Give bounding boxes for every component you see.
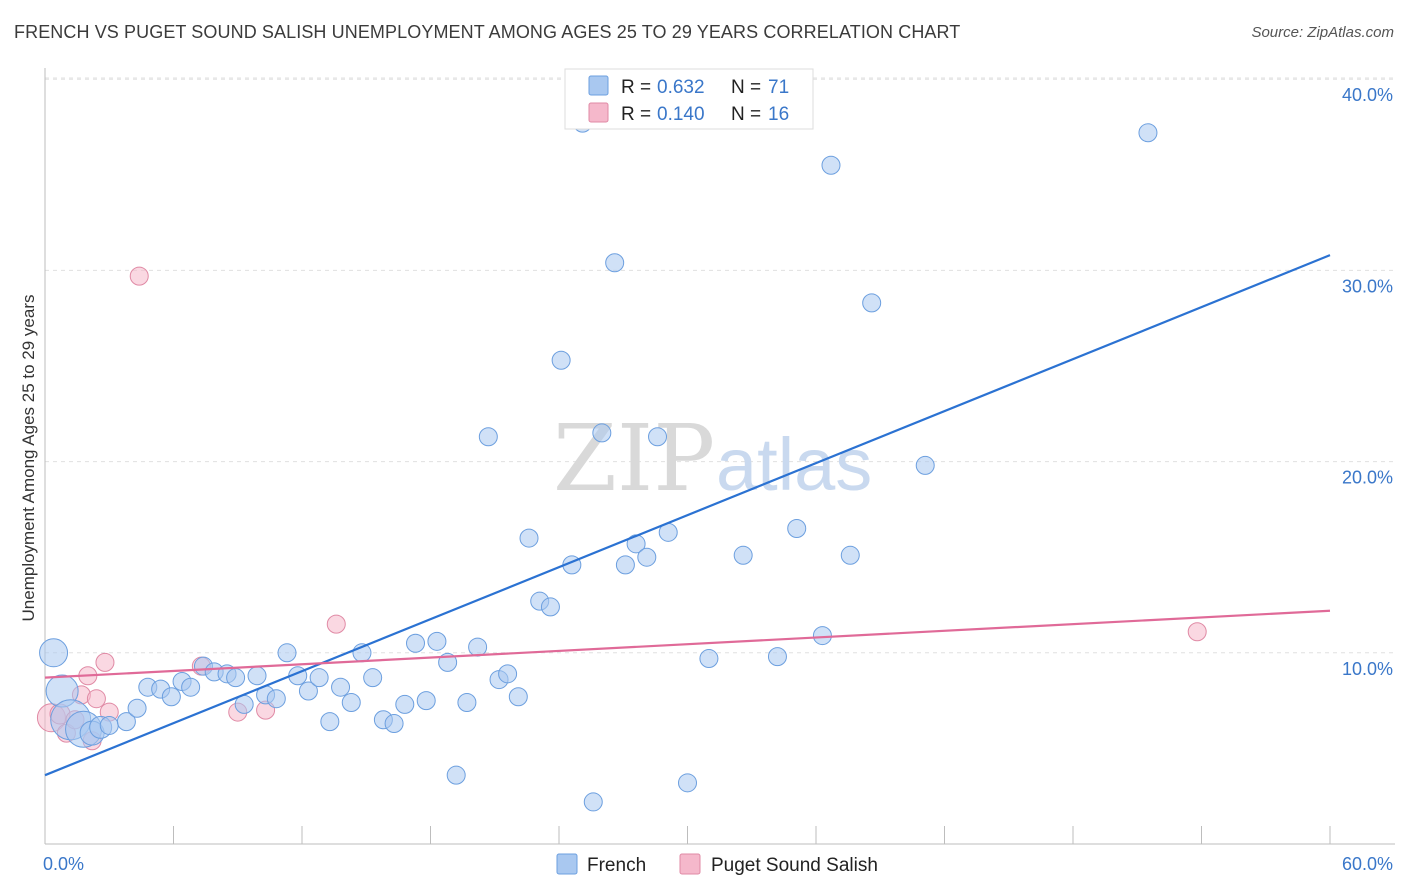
french-point <box>767 647 787 667</box>
watermark-zip: ZIP <box>553 405 715 512</box>
french-point <box>406 633 426 653</box>
french-point <box>592 423 612 443</box>
trend-lines <box>44 254 1331 777</box>
french-point <box>519 528 539 548</box>
y-tick-label: 40.0% <box>1342 85 1393 105</box>
french-point <box>478 427 498 447</box>
french-point <box>341 693 361 713</box>
french-trend-line <box>44 254 1331 777</box>
y-tick-label: 10.0% <box>1342 659 1393 679</box>
source-credit: Source: ZipAtlas.com <box>1251 24 1394 41</box>
french-point <box>821 155 841 175</box>
french-point <box>551 350 571 370</box>
french-point <box>862 293 882 313</box>
french-point <box>540 597 560 617</box>
salish-point <box>86 689 106 709</box>
legend-box: R = 0.632 N = 71 R = 0.140 N = 16 <box>564 68 814 130</box>
french-point <box>605 253 625 273</box>
series-legend: French Puget Sound Salish <box>556 853 878 876</box>
french-point <box>298 681 318 701</box>
french-point <box>116 712 136 732</box>
french-point <box>787 519 807 539</box>
french-point <box>583 792 603 812</box>
french-point <box>498 664 518 684</box>
french-point <box>226 668 246 688</box>
series-swatch-salish <box>679 853 701 875</box>
french-point <box>416 691 436 711</box>
french-point <box>127 698 147 718</box>
french-point <box>384 714 404 734</box>
french-point <box>678 773 697 793</box>
french-point <box>331 677 351 697</box>
french-point <box>615 555 635 575</box>
french-point <box>266 689 286 709</box>
french-point <box>915 455 935 475</box>
french-point <box>468 637 488 657</box>
chart-title: FRENCH VS PUGET SOUND SALISH UNEMPLOYMEN… <box>14 22 961 42</box>
french-point <box>363 668 383 688</box>
legend-r-value-1: 0.632 <box>657 77 705 98</box>
french-point <box>840 545 860 565</box>
french-point <box>395 694 415 714</box>
gridlines <box>45 77 1395 654</box>
salish-point <box>326 614 346 634</box>
y-tick-label: 30.0% <box>1342 276 1393 296</box>
legend-r-value-2: 0.140 <box>657 104 705 125</box>
salish-trend-line <box>44 609 1331 679</box>
legend-r-label-2: R = <box>621 104 651 125</box>
french-point <box>446 765 466 785</box>
french-point <box>648 427 668 447</box>
french-point <box>39 638 69 668</box>
legend-swatch-french <box>588 75 609 96</box>
legend-n-value-1: 71 <box>768 77 789 98</box>
salish-point <box>129 266 149 286</box>
french-point <box>181 677 201 697</box>
tick-labels: 0.0% 60.0% 10.0% 20.0% 30.0% 40.0% <box>43 85 1393 874</box>
legend-n-label-2: N = <box>731 104 761 125</box>
x-tick-label: 60.0% <box>1342 854 1393 874</box>
french-point <box>508 687 528 707</box>
x-tick-label: 0.0% <box>43 854 84 874</box>
french-point <box>812 626 832 646</box>
salish-point <box>1187 622 1207 642</box>
y-axis-title: Unemployment Among Ages 25 to 29 years <box>19 295 38 622</box>
legend-n-value-2: 16 <box>768 104 789 125</box>
series-label-french: French <box>587 855 646 876</box>
y-tick-label: 20.0% <box>1342 468 1393 488</box>
french-point <box>733 545 753 565</box>
french-point <box>699 649 719 669</box>
series-swatch-french <box>556 853 578 875</box>
legend-r-label-1: R = <box>621 77 651 98</box>
french-point <box>1138 123 1158 143</box>
french-point <box>247 666 267 686</box>
french-point <box>427 631 447 651</box>
legend-swatch-salish <box>588 102 609 123</box>
french-point <box>309 668 329 688</box>
french-point <box>161 687 181 707</box>
series-label-salish: Puget Sound Salish <box>711 855 878 876</box>
french-point <box>637 547 657 567</box>
legend-n-label-1: N = <box>731 77 761 98</box>
salish-point <box>95 652 115 672</box>
watermark: ZIP atlas <box>553 405 872 512</box>
french-point <box>99 715 119 735</box>
french-point <box>320 712 340 732</box>
french-point <box>277 643 297 663</box>
french-point <box>457 693 477 713</box>
